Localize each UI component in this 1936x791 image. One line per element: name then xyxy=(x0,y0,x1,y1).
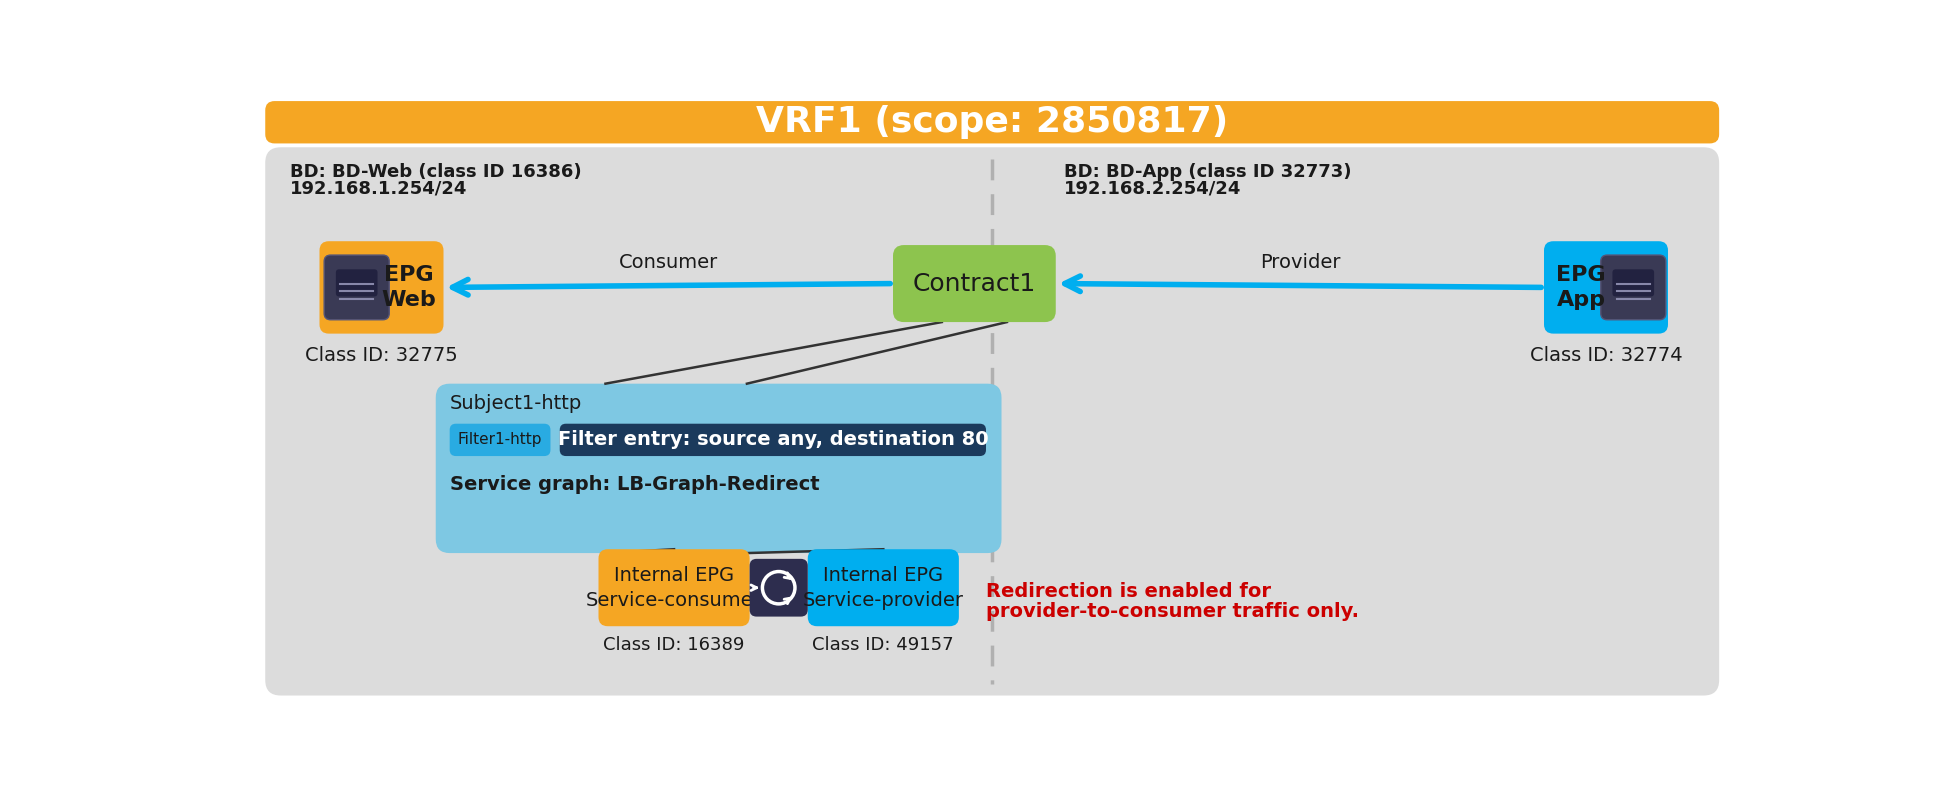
Text: Contract1: Contract1 xyxy=(912,271,1036,296)
FancyBboxPatch shape xyxy=(598,549,749,626)
Text: provider-to-consumer traffic only.: provider-to-consumer traffic only. xyxy=(985,602,1359,621)
FancyBboxPatch shape xyxy=(1613,269,1653,297)
FancyBboxPatch shape xyxy=(1601,255,1665,320)
Text: 192.168.1.254/24: 192.168.1.254/24 xyxy=(290,180,467,198)
Text: BD: BD-Web (class ID 16386): BD: BD-Web (class ID 16386) xyxy=(290,163,581,180)
FancyBboxPatch shape xyxy=(436,384,1001,553)
FancyBboxPatch shape xyxy=(265,101,1719,143)
FancyBboxPatch shape xyxy=(319,241,443,334)
FancyBboxPatch shape xyxy=(449,424,550,456)
FancyBboxPatch shape xyxy=(892,245,1055,322)
Text: Filter1-http: Filter1-http xyxy=(457,433,542,448)
Text: Class ID: 16389: Class ID: 16389 xyxy=(604,636,745,653)
Text: Class ID: 32775: Class ID: 32775 xyxy=(306,346,459,365)
Text: Filter entry: source any, destination 80: Filter entry: source any, destination 80 xyxy=(558,430,987,449)
Text: EPG
Web: EPG Web xyxy=(381,265,436,310)
Text: Redirection is enabled for: Redirection is enabled for xyxy=(985,581,1272,600)
FancyBboxPatch shape xyxy=(335,269,378,297)
Text: VRF1 (scope: 2850817): VRF1 (scope: 2850817) xyxy=(757,105,1227,139)
Text: Internal EPG
Service-consumer: Internal EPG Service-consumer xyxy=(587,566,763,610)
Text: Consumer: Consumer xyxy=(620,252,718,271)
Text: Class ID: 49157: Class ID: 49157 xyxy=(813,636,954,653)
FancyBboxPatch shape xyxy=(749,559,807,617)
Text: Provider: Provider xyxy=(1260,252,1340,271)
Text: Internal EPG
Service-provider: Internal EPG Service-provider xyxy=(803,566,964,610)
Text: Subject1-http: Subject1-http xyxy=(449,395,583,414)
Text: Service graph: LB-Graph-Redirect: Service graph: LB-Graph-Redirect xyxy=(449,475,819,494)
FancyBboxPatch shape xyxy=(807,549,958,626)
FancyBboxPatch shape xyxy=(1545,241,1669,334)
FancyBboxPatch shape xyxy=(265,147,1719,695)
Text: EPG
App: EPG App xyxy=(1557,265,1607,310)
Text: Class ID: 32774: Class ID: 32774 xyxy=(1529,346,1682,365)
FancyBboxPatch shape xyxy=(323,255,389,320)
Text: BD: BD-App (class ID 32773): BD: BD-App (class ID 32773) xyxy=(1063,163,1351,180)
Text: 192.168.2.254/24: 192.168.2.254/24 xyxy=(1063,180,1241,198)
FancyBboxPatch shape xyxy=(560,424,985,456)
